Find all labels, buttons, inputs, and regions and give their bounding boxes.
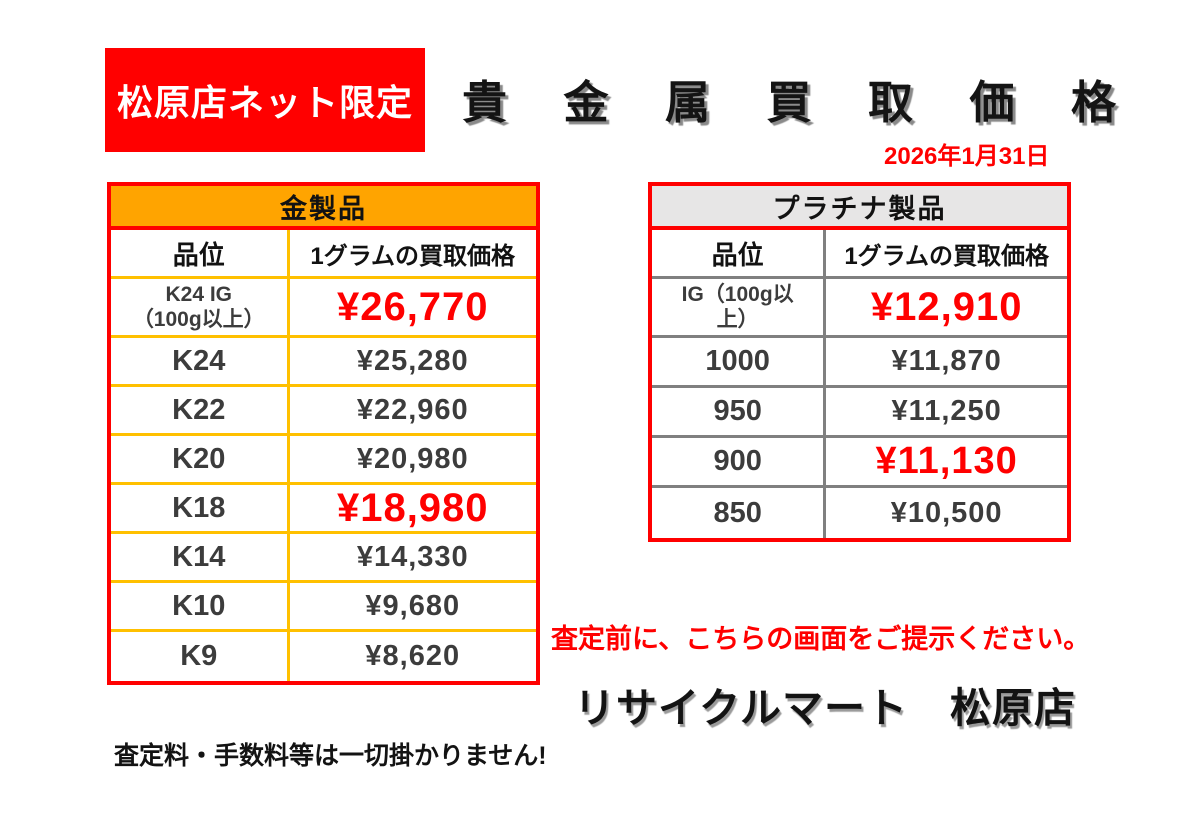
grade-cell: 950 [652, 388, 827, 435]
platinum-col-grade: 品位 [652, 230, 827, 276]
page-title: 貴 金 属 買 取 価 格 [462, 77, 1139, 128]
store-name: リサイクルマート 松原店 [574, 685, 1076, 731]
price-cell: ¥20,980 [356, 442, 469, 475]
platinum-price-table: プラチナ製品 品位 1グラムの買取価格 IG（100g以 上） ¥12,910 … [648, 182, 1071, 542]
gold-price-table: 金製品 品位 1グラムの買取価格 K24 IG （100g以上） ¥26,770… [107, 182, 540, 685]
table-row: K18 ¥18,980 [111, 485, 536, 534]
price-date: 2026年1月31日 [884, 143, 1050, 170]
price-cell: ¥11,250 [891, 395, 1002, 427]
grade-cell: 900 [652, 438, 827, 485]
platinum-column-header-row: 品位 1グラムの買取価格 [652, 230, 1067, 279]
price-cell: ¥22,960 [356, 393, 469, 426]
gold-table-title: 金製品 [111, 186, 536, 230]
table-row: K24 IG （100g以上） ¥26,770 [111, 279, 536, 338]
table-row: 950 ¥11,250 [652, 388, 1067, 438]
grade-cell: K10 [111, 583, 290, 629]
grade-cell: IG（100g以 上） [652, 279, 827, 335]
price-cell: ¥11,870 [891, 345, 1002, 377]
present-screen-notice: 査定前に、こちらの画面をご提示ください。 [551, 624, 1091, 654]
table-row: K22 ¥22,960 [111, 387, 536, 436]
table-row: K10 ¥9,680 [111, 583, 536, 632]
grade-cell: K9 [111, 632, 290, 681]
price-cell: ¥10,500 [890, 496, 1003, 529]
grade-cell: K22 [111, 387, 290, 433]
no-fee-note: 査定料・手数料等は一切掛かりません! [114, 742, 547, 770]
table-row: K24 ¥25,280 [111, 338, 536, 387]
store-limited-banner: 松原店ネット限定 [105, 48, 425, 152]
price-cell: ¥9,680 [365, 589, 461, 622]
table-row: IG（100g以 上） ¥12,910 [652, 279, 1067, 338]
grade-cell: K14 [111, 534, 290, 580]
price-cell: ¥14,330 [356, 540, 469, 573]
table-row: 850 ¥10,500 [652, 488, 1067, 538]
price-cell: ¥25,280 [356, 344, 469, 377]
table-row: K20 ¥20,980 [111, 436, 536, 485]
grade-cell: K18 [111, 485, 290, 531]
gold-column-header-row: 品位 1グラムの買取価格 [111, 230, 536, 279]
grade-cell: K24 IG （100g以上） [111, 279, 290, 335]
price-cell: ¥11,130 [875, 440, 1018, 482]
gold-col-grade: 品位 [111, 230, 290, 276]
grade-cell: K20 [111, 436, 290, 482]
gold-col-price: 1グラムの買取価格 [310, 242, 516, 270]
grade-cell: K24 [111, 338, 290, 384]
grade-cell: 850 [652, 488, 827, 538]
table-row: 1000 ¥11,870 [652, 338, 1067, 388]
table-row: K14 ¥14,330 [111, 534, 536, 583]
grade-cell: 1000 [652, 338, 827, 385]
price-cell: ¥8,620 [365, 640, 461, 672]
store-limited-banner-label: 松原店ネット限定 [116, 82, 413, 123]
platinum-table-title: プラチナ製品 [652, 186, 1067, 230]
price-cell: ¥12,910 [870, 284, 1023, 329]
platinum-col-price: 1グラムの買取価格 [844, 242, 1049, 270]
price-cell: ¥26,770 [336, 284, 489, 329]
table-row: K9 ¥8,620 [111, 632, 536, 681]
table-row: 900 ¥11,130 [652, 438, 1067, 488]
price-cell: ¥18,980 [336, 485, 489, 530]
